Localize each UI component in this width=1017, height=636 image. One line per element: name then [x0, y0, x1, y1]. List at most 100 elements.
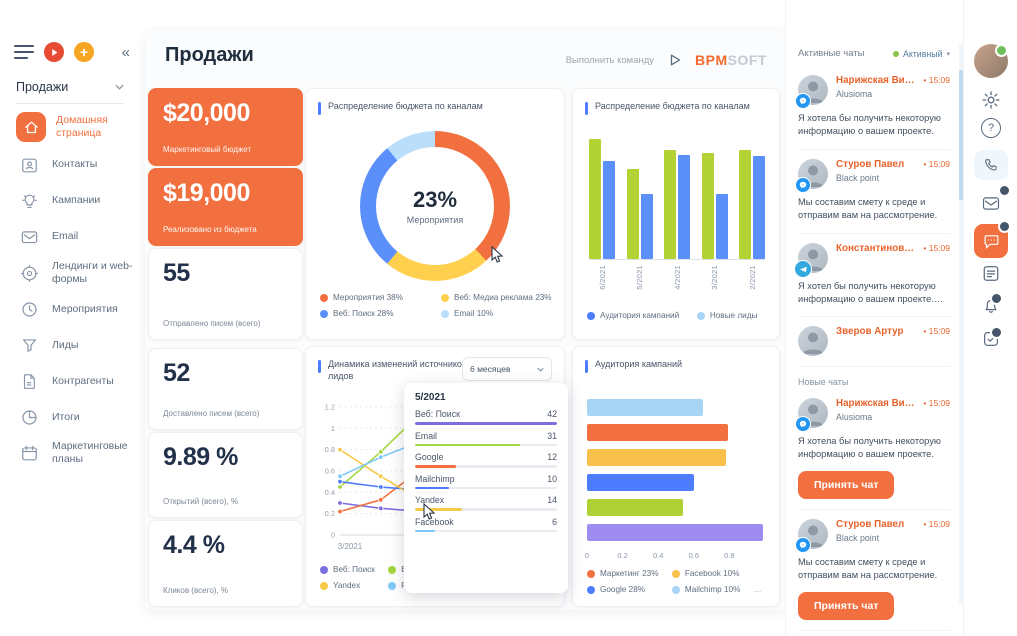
chat-scrollbar-thumb[interactable] [959, 70, 963, 200]
record-play-button[interactable] [44, 42, 64, 62]
feed-icon[interactable] [982, 264, 1001, 283]
kpi-marketing-budget[interactable]: $20,000 Маркетинговый бюджет [148, 88, 303, 166]
command-input[interactable] [540, 53, 657, 67]
bar[interactable] [587, 399, 703, 416]
bar[interactable] [678, 154, 690, 259]
messenger-badge-icon [795, 93, 811, 109]
settings-gear-icon[interactable] [981, 90, 1001, 110]
kpi-click-rate[interactable]: 4.4 % Кликов (всего), % [148, 520, 303, 607]
bar[interactable] [587, 524, 764, 541]
bar[interactable] [587, 424, 728, 441]
sidebar-item-landings[interactable]: Лендинги и web-формы [16, 260, 134, 286]
sidebar-item-events[interactable]: Мероприятия [16, 296, 134, 322]
hbar-legend: Маркетинг 23% Facebook 10% Google 28% Mailc… [587, 569, 769, 594]
chat-scrollbar[interactable] [959, 44, 963, 604]
svg-text:0: 0 [331, 531, 335, 540]
chat-contact-name[interactable]: Стуров Павел [836, 519, 905, 530]
bar[interactable] [664, 149, 676, 259]
collapse-sidebar-icon[interactable]: « [121, 43, 130, 61]
accept-chat-button[interactable]: Принять чат [798, 471, 895, 499]
user-avatar[interactable] [974, 44, 1008, 78]
chat-contact-name[interactable]: Стуров Павел [836, 159, 905, 170]
phone-button[interactable] [974, 150, 1008, 180]
bar[interactable] [739, 149, 751, 259]
tooltip-row: Веб: Поиск 42 [415, 409, 557, 425]
play-icon [51, 48, 57, 56]
bar[interactable] [626, 169, 639, 259]
notifications-bell-icon[interactable] [982, 292, 1003, 315]
chat-contact-name[interactable]: Зверов Артур [836, 326, 904, 337]
chats-button-active[interactable] [974, 220, 1011, 258]
chat-time: • 15:09 [923, 326, 950, 336]
sidebar-item-home[interactable]: Домашняя страница [16, 112, 134, 142]
chat-item[interactable]: Стуров Павел Black point • 15:09 Мы сост… [795, 510, 950, 631]
chat-contact-name[interactable]: Нарижская Виктория [836, 75, 915, 86]
telegram-badge-icon [794, 260, 812, 278]
legend-item: Mailchimp 10%… [671, 585, 769, 594]
kpi-emails-delivered[interactable]: 52 Доставлено писем (всего) [148, 348, 303, 430]
sidebar-item-results[interactable]: Итоги [16, 404, 134, 430]
chat-item[interactable]: Нарижская Виктория Alusioma • 15:09 Я хо… [795, 389, 950, 510]
kpi-value: 52 [163, 359, 190, 387]
chat-contact-name[interactable]: Константинов Конст… [836, 243, 915, 254]
svg-text:0.6: 0.6 [325, 467, 335, 476]
bar[interactable] [753, 155, 765, 259]
menu-hamburger-icon[interactable] [14, 45, 34, 59]
legend-item: Маркетинг 23% [587, 569, 666, 578]
legend-item: Новые лиды [696, 311, 769, 320]
chat-item[interactable]: Зверов Артур • 15:09 [798, 317, 950, 367]
bar[interactable] [589, 139, 601, 259]
kpi-label: Отправлено писем (всего) [163, 319, 261, 328]
legend-dot [441, 309, 449, 318]
tooltip-value: 12 [547, 452, 557, 462]
envelope-icon [982, 196, 1000, 210]
kpi-label: Кликов (всего), % [163, 586, 228, 595]
chart-title: Распределение бюджета по каналам [595, 101, 750, 111]
bar[interactable] [587, 449, 726, 466]
leads-icon [16, 332, 42, 358]
run-command-icon[interactable] [670, 54, 681, 66]
tasks-icon[interactable] [982, 326, 1003, 348]
sidebar-item-accounts[interactable]: Контрагенты [16, 368, 134, 394]
workspace-selector[interactable]: Продажи [16, 80, 124, 104]
bar[interactable] [640, 194, 653, 259]
kpi-budget-spent[interactable]: $19,000 Реализовано из бюджета [148, 168, 303, 246]
bar[interactable] [701, 153, 714, 259]
bar[interactable] [715, 194, 728, 259]
legend-dot [587, 569, 595, 578]
budget-bar-chart[interactable] [589, 139, 765, 259]
workspace-label: Продажи [16, 80, 69, 94]
chat-status-filter[interactable]: Активный ▾ [892, 49, 950, 59]
kpi-open-rate[interactable]: 9.89 % Открытий (всего), % [148, 432, 303, 518]
chat-company: Black point [836, 173, 880, 183]
legend-item: Facebook 10% [671, 569, 769, 578]
messenger-badge-icon [795, 537, 811, 553]
x-axis-label: 3/2021 [710, 265, 719, 290]
audience-bar-chart[interactable] [587, 399, 765, 549]
chat-item[interactable]: Константинов Конст… • 15:09 [798, 631, 950, 636]
bar[interactable] [603, 160, 615, 259]
bar[interactable] [587, 499, 684, 516]
legend-more[interactable]: … [753, 585, 762, 594]
add-button[interactable]: + [74, 42, 94, 62]
sidebar-item-marketing-plans[interactable]: Маркетинговые планы [16, 440, 134, 466]
sidebar-item-email[interactable]: Email [16, 224, 134, 250]
sidebar-item-campaigns[interactable]: Кампании [16, 188, 134, 214]
budget-donut-chart[interactable]: 23% Мероприятия [360, 131, 510, 281]
chat-item[interactable]: Нарижская Виктория Alusioma • 15:09 Я хо… [795, 66, 950, 150]
accept-chat-button[interactable]: Принять чат [798, 592, 895, 620]
bar[interactable] [587, 474, 694, 491]
legend-dot [671, 569, 680, 578]
sidebar: + « Продажи Домашняя страница Контакты К… [0, 0, 140, 636]
help-icon[interactable]: ? [981, 118, 1001, 138]
chat-item[interactable]: Стуров Павел Black point • 15:09 Мы сост… [795, 150, 950, 234]
email-button[interactable] [974, 184, 1011, 218]
legend-dot [388, 565, 397, 574]
sidebar-item-leads[interactable]: Лиды [16, 332, 134, 358]
period-dropdown[interactable]: 6 месяцев [462, 357, 552, 381]
sidebar-item-contacts[interactable]: Контакты [16, 152, 134, 178]
kpi-emails-sent[interactable]: 55 Отправлено писем (всего) [148, 248, 303, 340]
bar-row [587, 399, 765, 416]
chat-contact-name[interactable]: Нарижская Виктория [836, 398, 915, 409]
chat-item[interactable]: Константинов Конст… • 15:09 Я хотел бы п… [794, 234, 950, 317]
